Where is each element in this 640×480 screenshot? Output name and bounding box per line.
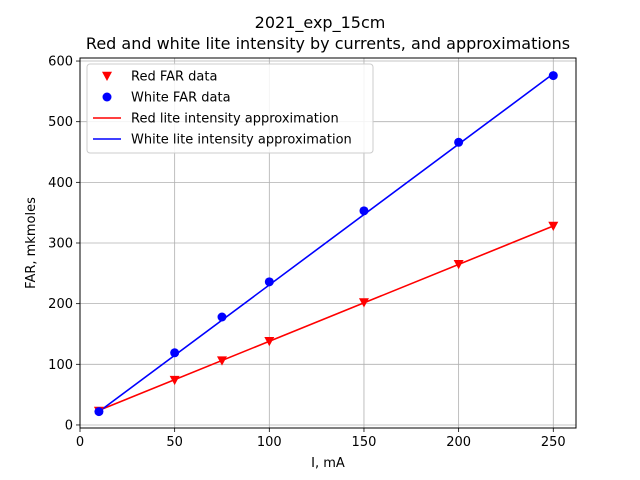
x-axis-label: I, mA [311, 456, 345, 471]
data-point [548, 71, 558, 81]
legend-box [86, 63, 374, 154]
data-point [359, 206, 369, 216]
x-tick-label: 100 [257, 435, 282, 450]
legend-label: Red FAR data [131, 70, 217, 85]
legend-entry: White lite intensity approximation [93, 133, 352, 148]
data-point [264, 277, 274, 287]
data-point [453, 259, 464, 270]
legend-entry: Red lite intensity approximation [93, 112, 339, 127]
series-layer [93, 71, 559, 417]
x-tick-label: 150 [352, 435, 377, 450]
data-point [217, 312, 227, 322]
y-tick-label: 200 [48, 297, 73, 312]
legend: Red FAR data White FAR data Red lite inten… [86, 63, 374, 154]
legend-swatch [102, 71, 112, 81]
data-point [169, 375, 180, 386]
ticks: 0 50 100 150 200 250 0 100 200 300 400 500 600 [48, 55, 566, 450]
series-2 [98, 225, 554, 412]
legend-label: Red lite intensity approximation [131, 112, 339, 127]
data-point [548, 221, 559, 232]
x-tick-label: 200 [446, 435, 471, 450]
y-tick-label: 400 [48, 176, 73, 191]
chart-title: 2021_exp_15cm [255, 13, 386, 33]
y-tick-label: 100 [48, 358, 73, 373]
data-point [94, 407, 104, 417]
y-tick-label: 600 [48, 55, 73, 70]
legend-entry: White FAR data [102, 91, 231, 106]
x-tick-label: 250 [541, 435, 566, 450]
data-point [454, 137, 464, 147]
legend-swatch [102, 92, 112, 102]
x-tick-label: 0 [76, 435, 84, 450]
legend-label: White lite intensity approximation [131, 133, 352, 148]
data-point [170, 348, 180, 358]
y-tick-label: 300 [48, 237, 73, 252]
chart-subtitle: Red and white lite intensity by currents… [86, 34, 570, 53]
legend-entry: Red FAR data [102, 70, 217, 85]
legend-label: White FAR data [131, 91, 231, 106]
series-line [98, 225, 554, 412]
y-axis-label: FAR, mkmoles [24, 197, 39, 289]
data-point [358, 298, 369, 308]
data-point [264, 337, 275, 347]
y-tick-label: 0 [65, 418, 73, 433]
data-point [216, 356, 227, 366]
x-tick-label: 50 [166, 435, 183, 450]
series-points-1 [94, 71, 558, 417]
y-tick-label: 500 [48, 115, 73, 130]
